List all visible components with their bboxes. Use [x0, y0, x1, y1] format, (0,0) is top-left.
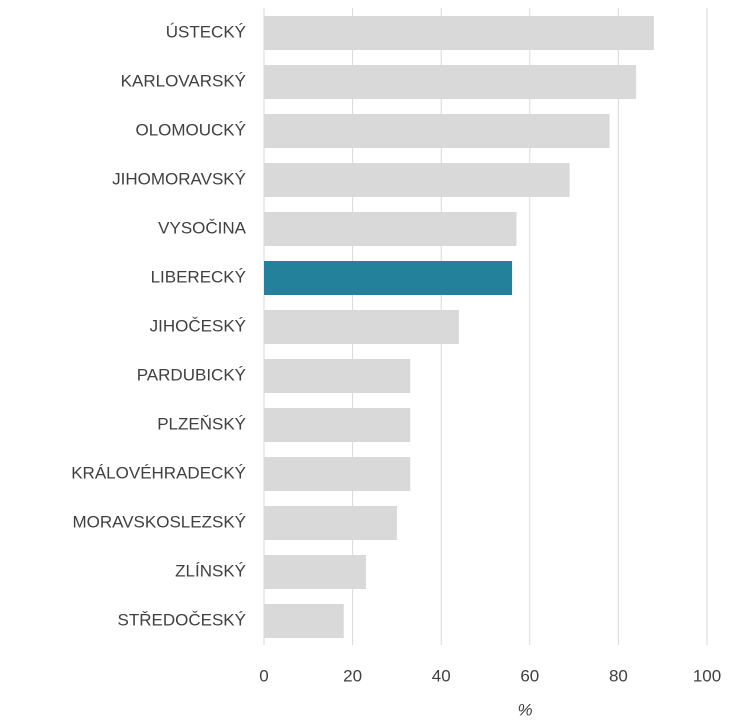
bar [264, 310, 459, 344]
y-tick-label: LIBERECKÝ [151, 267, 246, 286]
bar [264, 114, 610, 148]
x-tick-label: 80 [609, 666, 628, 685]
x-tick-label: 40 [432, 666, 451, 685]
y-tick-label: PARDUBICKÝ [137, 365, 246, 384]
y-tick-label: JIHOČESKÝ [150, 316, 246, 335]
y-tick-label: ÚSTECKÝ [166, 22, 246, 41]
y-tick-label: PLZEŇSKÝ [157, 414, 246, 433]
bar [264, 212, 517, 246]
bar [264, 604, 344, 638]
bar [264, 163, 570, 197]
x-tick-label: 60 [520, 666, 539, 685]
bar [264, 506, 397, 540]
bar [264, 359, 411, 393]
bar [264, 65, 637, 99]
bar [264, 457, 411, 491]
y-tick-label: MORAVSKOSLEZSKÝ [72, 512, 246, 531]
y-tick-label: KARLOVARSKÝ [121, 71, 246, 90]
y-tick-label: JIHOMORAVSKÝ [112, 169, 246, 188]
bar [264, 408, 411, 442]
y-tick-label: VYSOČINA [158, 218, 247, 237]
y-tick-label: STŘEDOČESKÝ [118, 610, 246, 629]
x-tick-label: 100 [693, 666, 721, 685]
y-tick-label: OLOMOUCKÝ [135, 120, 246, 139]
x-tick-label: 20 [343, 666, 362, 685]
bar [264, 555, 366, 589]
x-axis-label: % [517, 700, 532, 719]
bar [264, 16, 654, 50]
y-tick-label: KRÁLOVÉHRADECKÝ [71, 463, 246, 482]
bar [264, 261, 513, 295]
y-tick-label: ZLÍNSKÝ [175, 561, 246, 580]
x-tick-label: 0 [259, 666, 268, 685]
